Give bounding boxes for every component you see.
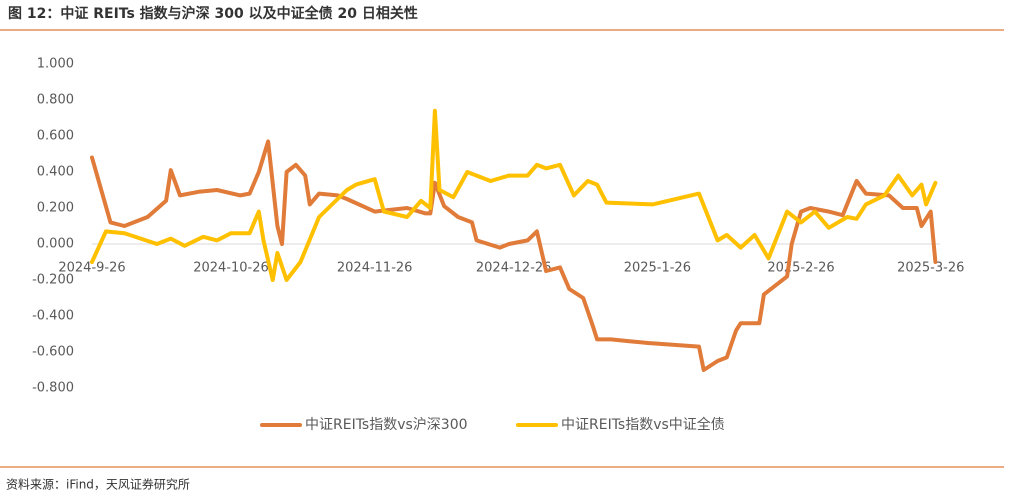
x-tick-label: 2024-10-26 xyxy=(193,261,269,276)
y-tick-label: -0.600 xyxy=(32,345,74,360)
y-tick-label: 0.200 xyxy=(37,201,74,216)
x-tick-label: 2024-9-26 xyxy=(58,261,125,276)
x-tick-label: 2024-11-26 xyxy=(337,261,413,276)
series-line xyxy=(90,108,938,282)
y-tick-label: 0.000 xyxy=(37,237,74,252)
y-tick-label: -0.200 xyxy=(32,273,74,288)
series-line xyxy=(90,139,938,372)
legend-label: 中证REITs指数vs沪深300 xyxy=(305,417,468,433)
y-tick-label: 0.800 xyxy=(37,93,74,108)
x-tick-label: 2025-3-26 xyxy=(897,261,964,276)
chart-title: 图 12：中证 REITs 指数与沪深 300 以及中证全债 20 日相关性 xyxy=(8,5,418,22)
x-tick-label: 2025-1-26 xyxy=(624,261,691,276)
legend-label: 中证REITs指数vs中证全债 xyxy=(561,416,725,433)
x-tick-label: 2024-12-26 xyxy=(476,261,552,276)
y-tick-label: -0.400 xyxy=(32,309,74,324)
source: 资料来源：iFind，天风证券研究所 xyxy=(6,477,190,492)
y-tick-label: -0.800 xyxy=(32,381,74,396)
y-tick-label: 0.400 xyxy=(37,165,74,180)
x-tick-label: 2025-2-26 xyxy=(767,261,834,276)
y-tick-label: 1.000 xyxy=(37,57,74,72)
y-tick-label: 0.600 xyxy=(37,129,74,144)
